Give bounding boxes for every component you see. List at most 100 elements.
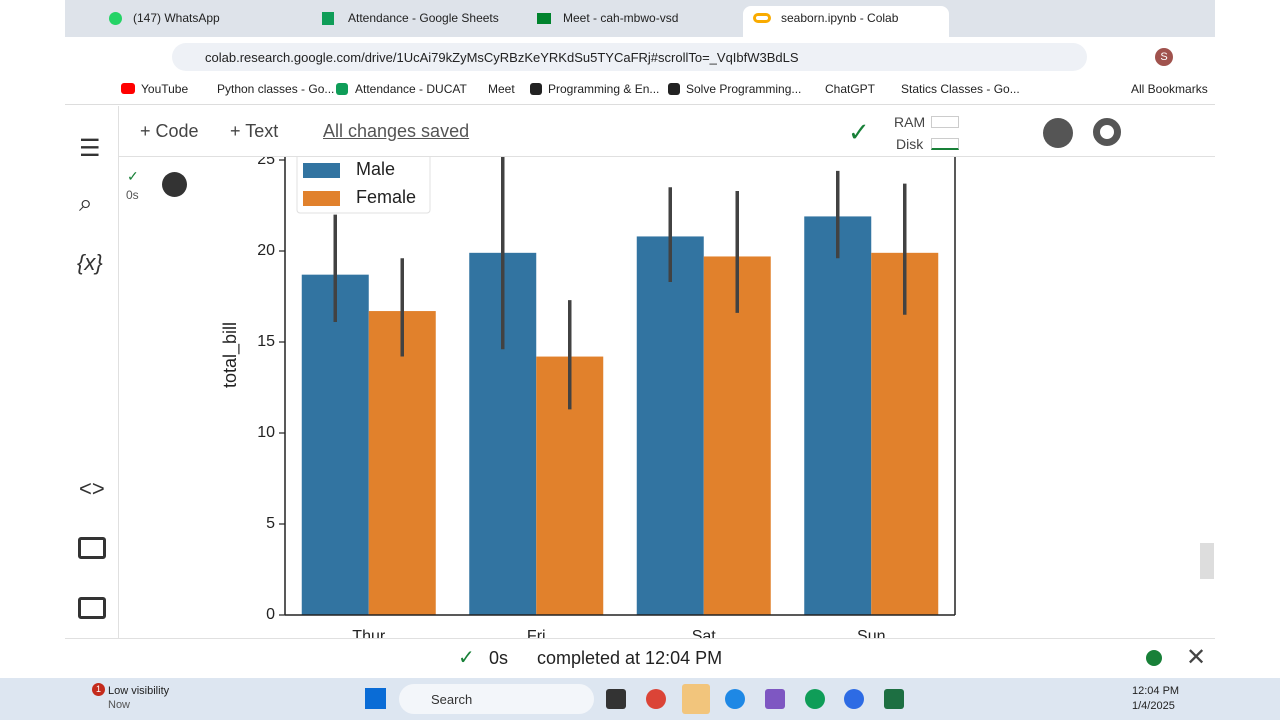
tab-strip (65, 0, 1215, 37)
sidebar-icon[interactable] (78, 537, 106, 559)
gear-icon[interactable] (1093, 118, 1121, 146)
weather[interactable]: Low visibility (108, 685, 170, 697)
label: Text (245, 121, 279, 141)
colab-toolbar (65, 106, 1215, 157)
ram-label: RAM (894, 114, 926, 130)
close-status[interactable]: ✕ (1186, 644, 1207, 671)
legend-label: Male (356, 159, 395, 179)
search-box[interactable]: Search (399, 684, 594, 714)
tab-title: (147) WhatsApp (133, 11, 220, 25)
bookmark[interactable]: Programming & En... (548, 82, 660, 96)
tab-favicon (753, 13, 771, 23)
clock-time: 12:04 PM (1132, 685, 1180, 697)
tab-favicon (109, 12, 122, 25)
disk-label: Disk (896, 136, 924, 152)
x-tick-label: Sun (857, 628, 885, 638)
add-text-button[interactable]: + Text (230, 121, 279, 141)
tab-title: seaborn.ipynb - Colab (781, 11, 899, 25)
bar (368, 311, 436, 615)
scrollbar-thumb[interactable] (1200, 543, 1214, 579)
y-tick-label: 20 (257, 242, 275, 259)
bookmark-icon (530, 83, 542, 95)
legend-swatch (303, 191, 340, 206)
output-area: 0 5 10 15 20 25 Thur Fri Sat Sun total_bill Male Fem… (120, 157, 1215, 638)
bar (301, 274, 369, 615)
x-tick-label: Sat (692, 628, 717, 638)
search-label: Search (431, 692, 473, 707)
profile-avatar[interactable]: S (1155, 48, 1173, 66)
sidebar-icon[interactable]: <> (79, 476, 105, 501)
legend-label: Female (356, 187, 416, 207)
save-status[interactable]: All changes saved (323, 121, 470, 141)
legend-swatch (303, 163, 340, 178)
sidebar-icon[interactable]: {x} (77, 250, 103, 275)
status-text: completed at 12:04 PM (537, 648, 723, 668)
y-tick-label: 15 (257, 333, 275, 350)
weather-time: Now (108, 699, 131, 711)
left-sidebar (65, 106, 119, 638)
bookmark[interactable]: ChatGPT (825, 82, 876, 96)
bar (703, 256, 771, 615)
y-tick-label: 10 (257, 424, 275, 441)
cell-check: ✓ (127, 168, 139, 184)
cell-exec-time: 0s (126, 188, 139, 202)
ram-meter (931, 116, 959, 128)
tab-active[interactable]: seaborn.ipynb - Colab (743, 6, 949, 37)
taskbar: 1 Low visibility Now Search 12:04 PM 1/4… (0, 678, 1280, 720)
tab-title: Attendance - Google Sheets (348, 11, 499, 25)
connected-check: ✓ (848, 117, 870, 147)
add-code-button[interactable]: + Code (140, 121, 199, 141)
app-icon[interactable] (765, 689, 785, 709)
app-icon[interactable] (725, 689, 745, 709)
x-tick-label: Thur (352, 628, 386, 638)
url[interactable]: colab.research.google.com/drive/1UcAi79k… (205, 50, 799, 65)
settings-area[interactable] (1043, 118, 1073, 148)
status-bar (65, 638, 1215, 678)
bookmark-icon (121, 83, 135, 94)
app-icon[interactable] (682, 684, 710, 714)
disk-meter (931, 138, 959, 150)
tab-favicon (537, 13, 551, 24)
status-check: ✓ (458, 647, 475, 669)
notification-badge: 1 (92, 683, 105, 696)
bookmark-icon (336, 83, 348, 95)
sidebar-icon[interactable]: ⌕ (79, 190, 93, 217)
clock-date: 1/4/2025 (1132, 700, 1175, 712)
bookmark[interactable]: Attendance - DUCAT (355, 82, 467, 96)
x-tick-label: Fri (527, 628, 546, 638)
all-bookmarks[interactable]: All Bookmarks (1131, 82, 1208, 96)
run-button[interactable] (162, 172, 187, 197)
address-bar[interactable] (172, 43, 1087, 71)
sidebar-icon[interactable]: ☰ (79, 135, 101, 162)
bookmark[interactable]: Meet (488, 82, 515, 96)
app-icon[interactable] (805, 689, 825, 709)
tab[interactable]: Attendance - Google Sheets (310, 6, 515, 37)
sidebar-icon[interactable] (78, 597, 106, 619)
label: Code (155, 121, 199, 141)
y-tick-label: 0 (266, 606, 275, 623)
y-axis-label: total_bill (220, 322, 241, 388)
app-icon[interactable] (884, 689, 904, 709)
app-icon[interactable] (844, 689, 864, 709)
y-tick-label: 25 (257, 157, 275, 168)
bookmarks-bar (65, 75, 1215, 105)
status-time: 0s (489, 648, 509, 668)
tab[interactable]: (147) WhatsApp (95, 6, 300, 37)
bookmark[interactable]: Python classes - Go... (217, 82, 335, 96)
runtime-dot (1146, 650, 1162, 666)
app-icon[interactable] (646, 689, 666, 709)
tab[interactable]: Meet - cah-mbwo-vsd (525, 6, 730, 37)
bar (636, 236, 704, 615)
chart: 0 5 10 15 20 25 Thur Fri Sat Sun total_bill Male Fem… (220, 157, 956, 638)
y-tick-label: 5 (266, 515, 275, 532)
bookmark[interactable]: YouTube (141, 82, 189, 96)
bookmark[interactable]: Statics Classes - Go... (901, 82, 1020, 96)
app-icon[interactable] (606, 689, 626, 709)
browser: (147) WhatsApp Attendance - Google Sheet… (65, 0, 1215, 678)
tab-title: Meet - cah-mbwo-vsd (563, 11, 679, 25)
bar (804, 216, 872, 616)
bookmark[interactable]: Solve Programming... (686, 82, 802, 96)
tab-favicon (322, 12, 334, 25)
start-button[interactable] (365, 688, 386, 709)
